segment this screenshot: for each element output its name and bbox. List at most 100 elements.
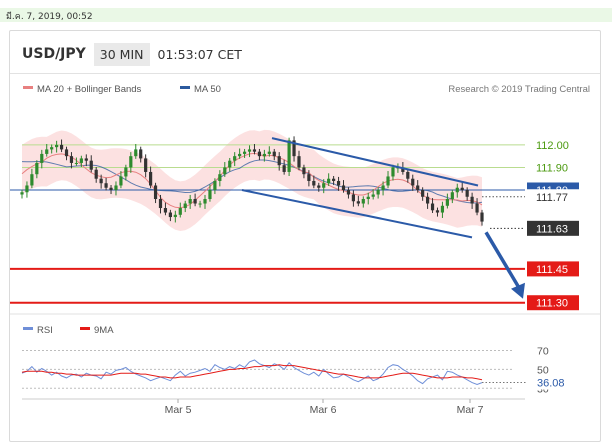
rsi-current-box [527, 375, 575, 390]
candle [302, 164, 306, 179]
candle [480, 209, 484, 226]
candle [40, 149, 44, 169]
candle [188, 194, 192, 209]
x-axis: Mar 5 Mar 6 Mar 7 [22, 398, 525, 416]
candle [376, 187, 380, 199]
candle [465, 187, 469, 201]
candle [149, 166, 153, 189]
chart-header: USD/JPY 30 MIN 01:53:07 CET [22, 41, 242, 67]
candle [252, 143, 257, 155]
level-label-box [527, 295, 579, 311]
candle [208, 184, 212, 202]
chart-credit: Research © 2019 Trading Central [448, 84, 590, 95]
legend-ma50-swatch [180, 86, 190, 89]
candle [55, 140, 59, 153]
rsi-9ma-line [21, 364, 483, 381]
candle [277, 152, 281, 171]
candle [114, 181, 118, 196]
level-label-box [527, 159, 579, 175]
candle [356, 195, 360, 207]
candle [183, 200, 187, 213]
candle [213, 178, 217, 195]
candle [198, 200, 202, 208]
candle [430, 198, 435, 213]
x-tick-label: Mar 5 [165, 404, 192, 416]
candle [366, 192, 370, 205]
timeframe-badge[interactable]: 30 MIN [93, 42, 150, 66]
timestamp: มี.ค. 7, 2019, 00:52 [6, 12, 93, 22]
candle [153, 182, 158, 204]
candle [158, 194, 163, 214]
moving-averages [21, 152, 483, 209]
candle [69, 152, 74, 169]
candle [35, 160, 39, 179]
legend-ma20-label: MA 20 + Bollinger Bands [37, 84, 142, 95]
rsi-current-label: 36.08 [537, 378, 565, 390]
candle [134, 143, 138, 159]
candle [361, 196, 365, 208]
candle [59, 139, 64, 153]
forecast-arrow-head [511, 282, 525, 299]
candle [242, 148, 247, 158]
level-label-box [527, 261, 579, 277]
candle [341, 180, 346, 193]
candle [168, 209, 172, 222]
candle [228, 157, 232, 172]
candle [20, 189, 24, 199]
level-label-box [527, 189, 579, 205]
candle [99, 174, 103, 189]
candle [312, 175, 316, 189]
level-label: 111.77 [536, 192, 568, 204]
chart-canvas: MA 20 + Bollinger Bands MA 50 Research ©… [10, 84, 600, 416]
level-label: 111.63 [536, 223, 568, 235]
candle [445, 193, 449, 209]
level-label: 111.30 [536, 298, 568, 310]
legend-9ma-swatch [80, 327, 90, 330]
candle [351, 190, 355, 207]
candle [64, 146, 69, 161]
candle [74, 157, 79, 166]
candle [411, 174, 415, 191]
candle [218, 170, 222, 187]
ma50-line [21, 159, 483, 204]
candle [272, 148, 276, 161]
legend-9ma-label: 9MA [94, 325, 114, 336]
candle [455, 183, 459, 198]
legend-ma50-label: MA 50 [194, 84, 221, 95]
pair-title: USD/JPY [22, 46, 86, 62]
channel-upper-line [271, 137, 479, 187]
candle [238, 148, 242, 159]
candle [45, 143, 49, 157]
candle [282, 159, 286, 175]
candle [104, 177, 108, 191]
candle [421, 187, 425, 201]
trend-channel [241, 137, 479, 239]
candle [89, 155, 93, 173]
rsi-tick-label: 50 [537, 364, 549, 376]
candle [144, 154, 148, 178]
legend-rsi-swatch [23, 327, 33, 330]
candle [247, 145, 252, 158]
candle [178, 202, 182, 218]
legend-ma20-swatch [23, 86, 33, 89]
x-tick-label: Mar 7 [457, 404, 484, 416]
candle [124, 164, 128, 181]
candle [297, 150, 301, 171]
candle [450, 189, 454, 204]
ma20-line [21, 152, 483, 209]
candle [94, 166, 98, 183]
legend-rsi-label: RSI [37, 325, 53, 336]
candle [25, 181, 29, 198]
candle [257, 148, 262, 161]
candle [386, 171, 390, 189]
candle [332, 176, 336, 186]
candle [435, 207, 440, 217]
candle [84, 154, 88, 167]
level-label-box [527, 137, 579, 153]
candle [327, 173, 331, 186]
x-tick-label: Mar 6 [310, 404, 337, 416]
timestamp-bar: มี.ค. 7, 2019, 00:52 [0, 8, 612, 22]
candle [50, 144, 54, 154]
level-labels: 112.00111.90111.80111.77111.63111.45111.… [527, 137, 579, 311]
candle [336, 176, 341, 191]
